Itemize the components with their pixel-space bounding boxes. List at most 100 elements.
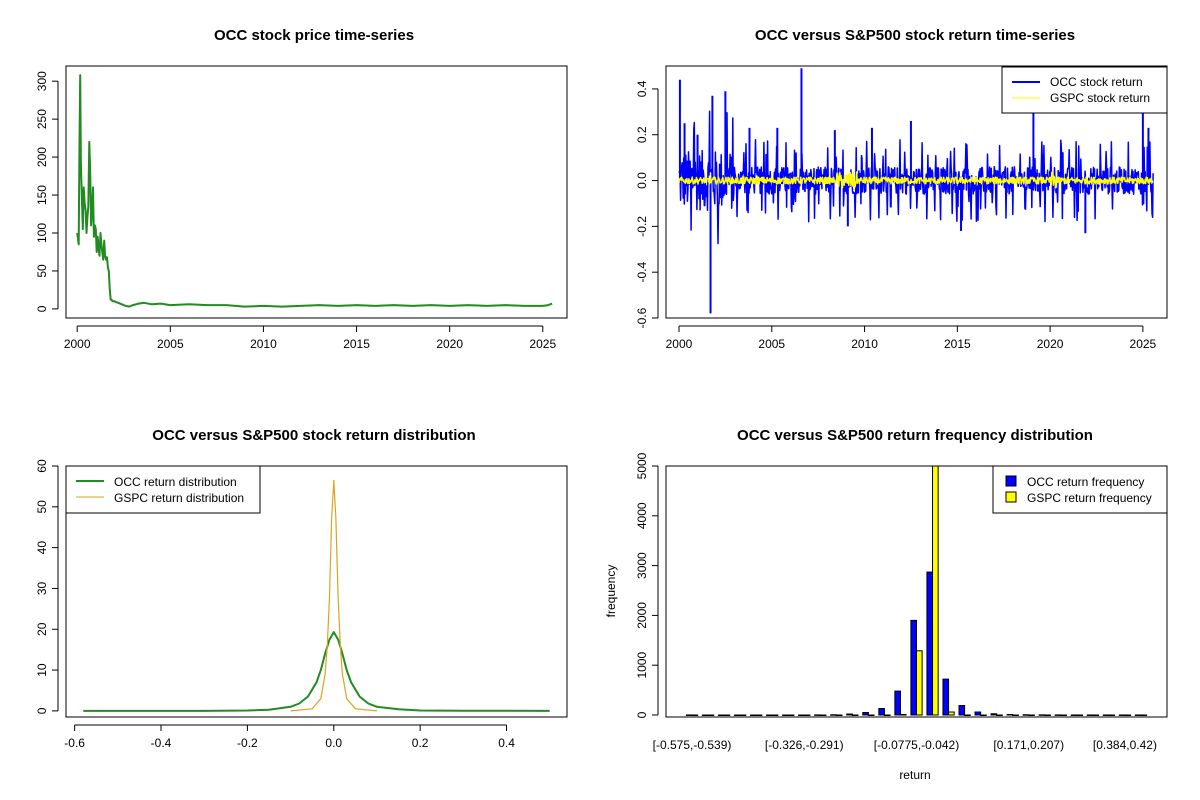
occ-frequency-bar bbox=[862, 712, 869, 716]
y-tick-label: 30 bbox=[35, 581, 49, 595]
x-tick-label: -0.2 bbox=[237, 736, 258, 750]
occ-frequency-bar bbox=[990, 713, 998, 716]
y-tick-label: 100 bbox=[35, 223, 49, 243]
occ-frequency-bar bbox=[766, 714, 773, 716]
gspc-frequency-bar bbox=[835, 714, 843, 716]
occ-frequency-bar bbox=[942, 678, 950, 716]
gspc-return-line bbox=[678, 171, 1154, 189]
x-tick-label: 2010 bbox=[851, 337, 878, 351]
legend-label-occ-distribution: OCC return distribution bbox=[114, 475, 237, 489]
frequency-chart: OCC versus S&P500 return frequency distr… bbox=[604, 427, 1168, 782]
occ-frequency-bar bbox=[685, 714, 693, 716]
x-tick-label: -0.4 bbox=[151, 736, 172, 750]
occ-frequency-bar bbox=[750, 714, 757, 716]
y-tick-label: 50 bbox=[35, 500, 49, 514]
occ-frequency-bar bbox=[830, 714, 837, 716]
gspc-frequency-bar bbox=[980, 714, 987, 716]
return-chart-legend: OCC stock return GSPC stock return bbox=[1001, 66, 1168, 114]
y-tick-label: 4000 bbox=[635, 502, 649, 529]
x-tick-label: 0.2 bbox=[412, 736, 429, 750]
x-tick-label: [-0.326,-0.291) bbox=[765, 738, 844, 752]
gspc-frequency-bar bbox=[771, 714, 779, 716]
gspc-frequency-bar bbox=[1060, 714, 1067, 716]
gspc-frequency-bar bbox=[803, 714, 811, 716]
x-tick-label: 2020 bbox=[436, 337, 463, 351]
occ-frequency-bar bbox=[894, 690, 901, 716]
x-tick-label: [-0.0775,-0.042) bbox=[874, 738, 959, 752]
y-tick-label: -0.6 bbox=[635, 307, 649, 328]
plot-frame bbox=[65, 465, 568, 718]
occ-frequency-bar bbox=[1038, 714, 1046, 716]
x-tick-label: 2005 bbox=[157, 337, 184, 351]
price-chart-title: OCC stock price time-series bbox=[214, 27, 414, 44]
occ-frequency-bar bbox=[1070, 714, 1078, 716]
x-tick-label: 2000 bbox=[64, 337, 91, 351]
legend-label-occ-frequency: OCC return frequency bbox=[1027, 475, 1144, 489]
occ-frequency-bar bbox=[717, 714, 725, 716]
y-tick-label: -0.2 bbox=[635, 216, 649, 237]
y-tick-label: 0 bbox=[35, 305, 49, 312]
gspc-frequency-bar bbox=[851, 714, 859, 716]
gspc-frequency-bar bbox=[1108, 714, 1116, 716]
frequency-chart-legend: OCC return frequency GSPC return frequen… bbox=[992, 465, 1168, 514]
y-tick-label: 0 bbox=[635, 711, 649, 718]
occ-frequency-bar bbox=[734, 714, 741, 716]
occ-frequency-bar bbox=[1118, 714, 1126, 716]
frequency-chart-ylabel: frequency bbox=[604, 565, 618, 618]
x-tick-label: 2015 bbox=[343, 337, 370, 351]
x-tick-label: 2025 bbox=[529, 337, 556, 351]
plot-frame bbox=[665, 465, 1168, 718]
y-tick-label: 0.4 bbox=[635, 80, 649, 97]
legend-label-gspc-frequency: GSPC return frequency bbox=[1027, 491, 1152, 505]
gspc-frequency-bar bbox=[883, 714, 891, 716]
price-chart: OCC stock price time-series 2000 2005 2010… bbox=[35, 27, 568, 351]
distribution-chart: OCC versus S&P500 stock return distribut… bbox=[35, 427, 568, 750]
y-tick-label: 200 bbox=[35, 147, 49, 167]
occ-frequency-bar bbox=[974, 711, 982, 716]
return-chart: OCC versus S&P500 stock return time-seri… bbox=[635, 27, 1168, 351]
y-tick-label: 0.2 bbox=[635, 126, 649, 143]
gspc-frequency-bar bbox=[787, 714, 795, 716]
gspc-frequency-bar bbox=[1044, 714, 1051, 716]
x-tick-label: 0.4 bbox=[498, 736, 515, 750]
y-tick-label: 0.0 bbox=[635, 172, 649, 189]
occ-frequency-bar bbox=[814, 714, 821, 716]
occ-frequency-bar bbox=[1102, 714, 1110, 716]
frequency-chart-title: OCC versus S&P500 return frequency distr… bbox=[737, 427, 1093, 444]
gspc-frequency-bar bbox=[739, 714, 747, 716]
gspc-frequency-bar bbox=[1140, 714, 1148, 716]
x-tick-label: [0.171,0.207) bbox=[993, 738, 1064, 752]
plot-frame bbox=[665, 65, 1168, 319]
occ-frequency-bar bbox=[782, 714, 789, 716]
occ-frequency-bar bbox=[1086, 714, 1094, 716]
y-tick-label: 150 bbox=[35, 185, 49, 205]
return-chart-title: OCC versus S&P500 stock return time-seri… bbox=[755, 27, 1075, 44]
y-tick-label: 40 bbox=[35, 541, 49, 555]
gspc-frequency-bar bbox=[1076, 714, 1083, 716]
gspc-frequency-bar bbox=[691, 714, 699, 716]
y-tick-label: 0 bbox=[35, 707, 49, 714]
occ-frequency-bar bbox=[878, 708, 885, 716]
gspc-frequency-bar bbox=[1092, 714, 1099, 716]
gspc-frequency-bar bbox=[867, 714, 875, 716]
frequency-chart-xlabel: return bbox=[899, 768, 930, 782]
y-tick-label: 1000 bbox=[635, 652, 649, 679]
occ-frequency-bar bbox=[958, 705, 966, 716]
x-tick-label: 0.0 bbox=[325, 736, 342, 750]
occ-frequency-bar bbox=[910, 619, 918, 716]
legend-label-gspc-distribution: GSPC return distribution bbox=[114, 491, 244, 505]
y-tick-label: -0.4 bbox=[635, 262, 649, 283]
y-tick-label: 10 bbox=[35, 663, 49, 677]
occ-frequency-bar bbox=[798, 714, 805, 716]
occ-frequency-bar bbox=[926, 571, 934, 716]
gspc-frequency-bar bbox=[996, 714, 1003, 716]
gspc-frequency-bar bbox=[932, 465, 939, 716]
gspc-frequency-bar bbox=[964, 714, 971, 716]
occ-frequency-bar bbox=[701, 714, 709, 716]
x-tick-label: 2010 bbox=[250, 337, 277, 351]
gspc-frequency-bar bbox=[755, 714, 763, 716]
y-tick-label: 3000 bbox=[635, 552, 649, 579]
gspc-frequency-bar bbox=[707, 714, 715, 716]
legend-label-gspc-return: GSPC stock return bbox=[1050, 91, 1150, 105]
occ-frequency-bar bbox=[1022, 714, 1030, 716]
